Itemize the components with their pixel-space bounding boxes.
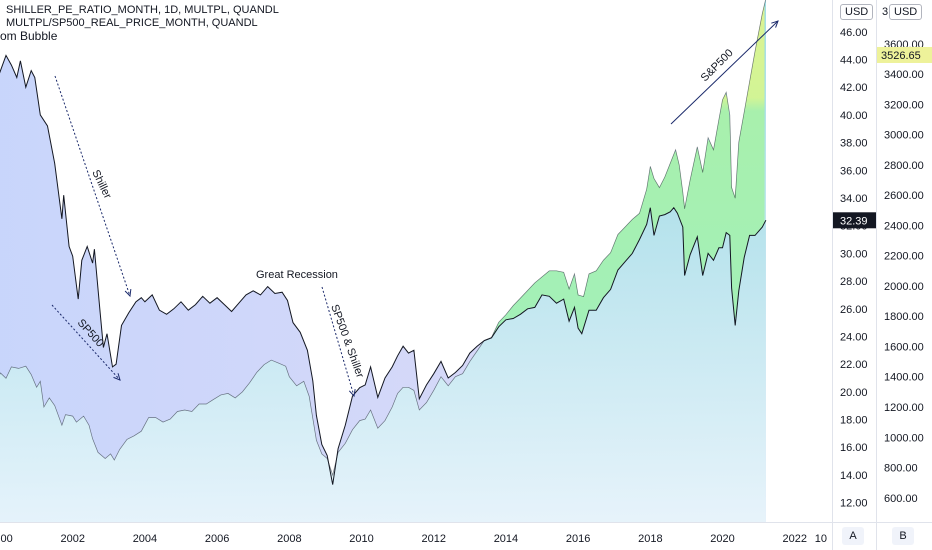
sandp500-trend-arrow [670, 20, 779, 125]
x-tick-label: 2008 [277, 533, 301, 545]
y-left-tick-label: 36.00 [840, 165, 868, 177]
shiller-trend-arrow-head [124, 288, 132, 298]
y-right-tick-label-partial: 3 [882, 6, 888, 18]
x-tick-label: 2002 [60, 533, 84, 545]
y-left-tick-label: 24.00 [840, 331, 868, 343]
x-tick-label: 2006 [205, 533, 229, 545]
y-right-tick-label: 1000.00 [884, 432, 924, 444]
recession-arrow [321, 286, 355, 397]
y-right-tick-label: 3400.00 [884, 69, 924, 81]
x-tick-label: 2020 [710, 533, 734, 545]
chart-series-header-2: MULTPL/SP500_REAL_PRICE_MONTH, QUANDL [6, 17, 258, 29]
y-left-tick-label: 14.00 [840, 470, 868, 482]
y-left-tick-label: 46.00 [840, 27, 868, 39]
sp500-trend-arrow-head [113, 373, 121, 381]
y-right-tick-label: 1800.00 [884, 311, 924, 323]
x-tick-label: 2004 [133, 533, 157, 545]
y-left-tick-label: 30.00 [840, 248, 868, 260]
x-tick-label: 2022 [782, 533, 806, 545]
y-left-tick-label: 20.00 [840, 387, 868, 399]
y-left-tick-label: 38.00 [840, 138, 868, 150]
y-right-tick-label: 2400.00 [884, 220, 924, 232]
sp500-last-value-tag [877, 46, 932, 63]
y-right-tick-label: 2800.00 [884, 160, 924, 172]
y-left-tick-label: 26.00 [840, 304, 868, 316]
usd-scale-button-left[interactable]: USD [840, 4, 874, 20]
y-right-tick-label: 1200.00 [884, 402, 924, 414]
great-recession-label: Great Recession [256, 269, 338, 281]
sandp500-trend-arrow-head [771, 20, 779, 28]
x-tick-label: 2018 [638, 533, 662, 545]
chart-series-header-1: SHILLER_PE_RATIO_MONTH, 1D, MULTPL, QUAN… [6, 4, 279, 16]
sandp500-annotation-label: S&P500 [699, 47, 736, 84]
usd-scale-button-right[interactable]: USD [889, 4, 923, 20]
y-right-tick-label: 600.00 [884, 493, 918, 505]
y-left-tick-label: 34.00 [840, 193, 868, 205]
shiller-trend-arrow [54, 75, 131, 297]
y-left-tick-label: 16.00 [840, 442, 868, 454]
sp500-series-line [0, 0, 766, 477]
y-axis-left[interactable]: 12.00 14.00 16.00 18.00 20.00 22.00 24.00 26.00… [832, 0, 877, 550]
y-right-tick-label: 3000.00 [884, 130, 924, 142]
x-tick-label-partial: 10 [815, 533, 827, 545]
x-tick-label: 2010 [349, 533, 373, 545]
x-tick-label: 2016 [566, 533, 590, 545]
y-left-tick-label: 28.00 [840, 276, 868, 288]
y-right-tick-label: 1600.00 [884, 341, 924, 353]
shiller-annotation-label: Shiller [89, 168, 113, 201]
shiller-series-line [0, 54, 767, 485]
auto-scale-button-b[interactable]: B [892, 527, 914, 545]
shiller-last-value-tag [833, 212, 876, 229]
y-right-tick-label: 2600.00 [884, 190, 924, 202]
y-right-tick-label: 2200.00 [884, 251, 924, 263]
y-left-tick-label: 22.00 [840, 359, 868, 371]
sp500-last-value: 3526.65 [881, 50, 921, 62]
sp500-trend-arrow [51, 304, 121, 381]
y-left-tick-label: 42.00 [840, 82, 868, 94]
x-tick-label: 2014 [494, 533, 518, 545]
y-right-tick-label: 1400.00 [884, 372, 924, 384]
chart-partial-title: om Bubble [0, 29, 58, 43]
y-axis-right[interactable]: 600.00 800.00 1000.00 1200.00 1400.00 1600.00… [876, 0, 932, 550]
y-right-tick-label: 800.00 [884, 463, 918, 475]
sp500-area-fill [0, 0, 766, 522]
sp500-shiller-annotation-label: SP500 & Shiller [328, 303, 366, 380]
x-tick-label: 2000 [0, 533, 13, 545]
recession-arrow-head [348, 389, 356, 398]
y-right-tick-label: 2000.00 [884, 281, 924, 293]
y-left-tick-label: 12.00 [840, 498, 868, 510]
y-left-tick-label: 40.00 [840, 110, 868, 122]
y-left-tick-label: 18.00 [840, 415, 868, 427]
shiller-last-value: 32.39 [840, 215, 868, 227]
y-right-tick-label: 3200.00 [884, 99, 924, 111]
x-axis[interactable]: 2000 2002 2004 2006 2008 2010 2012 2014 2016 2018… [0, 522, 932, 546]
x-tick-label: 2012 [421, 533, 445, 545]
auto-scale-button-a[interactable]: A [842, 527, 864, 545]
y-left-tick-label: 44.00 [840, 55, 868, 67]
